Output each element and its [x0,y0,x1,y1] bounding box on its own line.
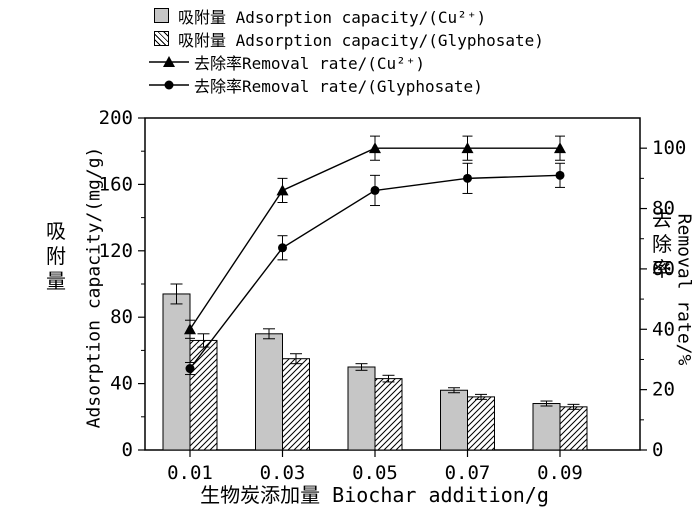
left-tick-label: 0 [122,439,133,461]
x-axis-title: 生物炭添加量 Biochar addition/g [200,483,549,507]
circle-marker [185,364,195,374]
right-axis-title-chinese: 去除率 [652,207,672,281]
left-tick-label: 200 [99,107,133,129]
x-tick-label: 0.01 [167,462,213,484]
circle-marker [463,173,472,183]
circle-marker [278,243,287,253]
left-tick-label: 120 [99,240,133,262]
right-tick-label: 40 [652,318,675,340]
left-axis-title-english: Adsorption capacity/(mg/g) [83,146,105,429]
x-tick-label: 0.09 [537,462,583,484]
legend-label: 去除率Removal rate/(Cu²⁺) [194,53,426,73]
legend-item-removal-cu: 去除率Removal rate/(Cu²⁺) [148,50,544,73]
right-tick-label: 20 [652,379,675,401]
triangle-marker [276,184,289,196]
legend-label: 去除率Removal rate/(Glyphosate) [194,76,483,96]
left-tick-label: 80 [110,306,133,328]
right-axis-title-english: Removal rate/% [673,213,695,366]
bar-cu [162,293,191,451]
chart-legend: 吸附量 Adsorption capacity/(Cu²⁺) 吸附量 Adsor… [148,4,544,96]
triangle-marker [554,142,566,154]
triangle-marker [184,323,196,335]
x-tick-label: 0.03 [260,462,306,484]
right-tick-label: 80 [652,198,675,220]
legend-item-adsorption-cu: 吸附量 Adsorption capacity/(Cu²⁺) [148,4,544,27]
left-tick-label: 40 [110,373,133,395]
bar-cu [255,333,283,451]
right-tick-label: 100 [652,137,686,159]
circle-line-swatch-icon [149,80,189,89]
left-axis-title-chinese: 吸附量 [46,219,66,293]
plot-area: 0 40 80 120 160 200 0 20 40 60 80 100 0.01 0.03 0.05 0.… [99,107,687,507]
circle-marker [555,170,565,180]
x-tick-label: 0.07 [445,462,491,484]
legend-item-adsorption-glyphosate: 吸附量 Adsorption capacity/(Glyphosate) [148,27,544,50]
left-tick-label: 160 [99,173,133,195]
bar-glyphosate [189,339,218,451]
bar-cu [532,403,561,451]
legend-item-removal-glyphosate: 去除率Removal rate/(Glyphosate) [148,73,544,96]
bar-glyphosate [559,406,588,451]
triangle-line-swatch-icon [149,55,189,67]
gray-bar-swatch-icon [154,8,169,23]
x-tick-label: 0.05 [352,462,398,484]
hatched-bar-swatch-icon [154,31,169,46]
legend-label: 吸附量 Adsorption capacity/(Glyphosate) [178,30,544,50]
bar-cu [440,389,468,451]
triangle-marker [461,142,474,154]
right-tick-label: 0 [652,439,663,461]
bar-glyphosate [282,358,310,451]
right-tick-label: 60 [652,258,675,280]
triangle-marker [369,142,381,154]
bar-glyphosate [467,396,495,451]
legend-label: 吸附量 Adsorption capacity/(Cu²⁺) [178,7,487,27]
bar-glyphosate [374,378,403,451]
bar-cu [347,366,376,451]
circle-marker [370,185,380,195]
